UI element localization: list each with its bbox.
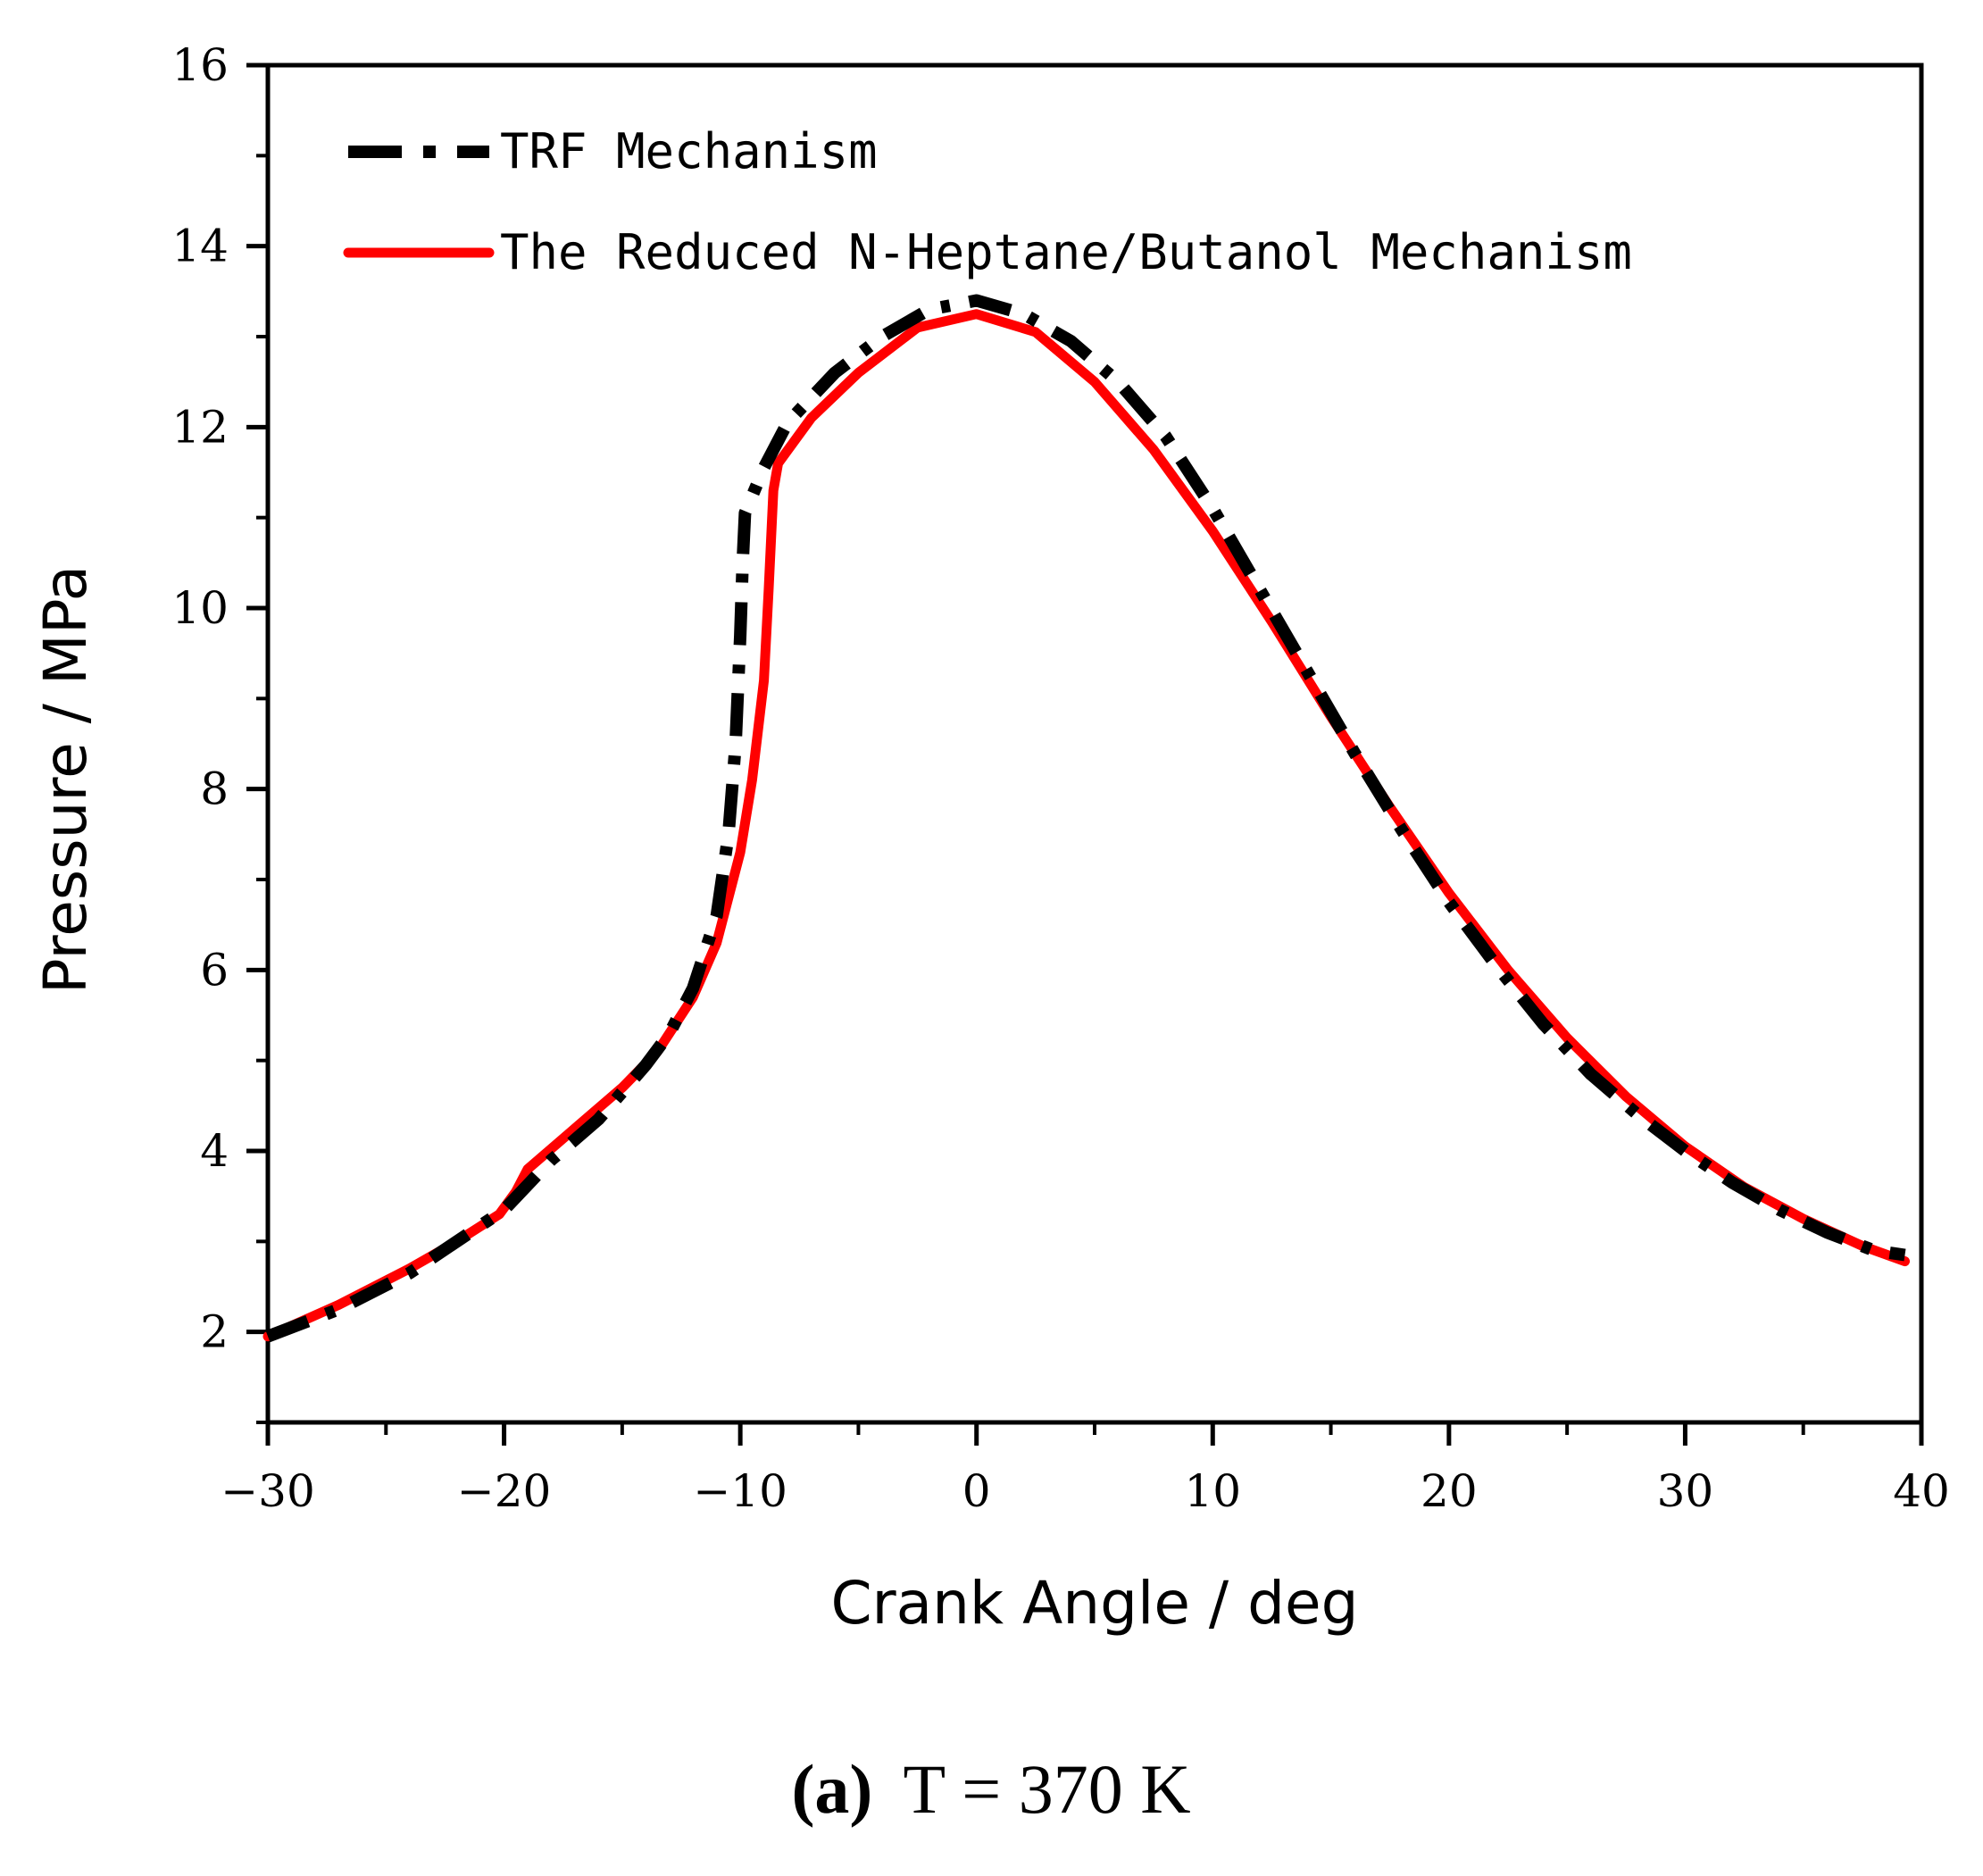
x-tick-label: −10 bbox=[693, 1465, 787, 1517]
caption-text: T = 370 K bbox=[903, 1750, 1190, 1828]
y-axis-title: Pressure / MPa bbox=[31, 565, 100, 994]
x-tick-label: −20 bbox=[457, 1465, 552, 1517]
y-tick-label: 16 bbox=[171, 39, 229, 91]
series-line-reduced bbox=[262, 309, 1910, 1342]
y-tick-label: 6 bbox=[200, 944, 229, 996]
x-tick-label: 30 bbox=[1657, 1465, 1714, 1517]
legend-label-trf: TRF Mechanism bbox=[500, 123, 878, 179]
x-axis-title: Crank Angle / deg bbox=[830, 1569, 1358, 1638]
y-tick-label: 2 bbox=[200, 1306, 229, 1358]
x-tick-label: 0 bbox=[962, 1465, 991, 1517]
y-tick-label: 14 bbox=[171, 221, 229, 272]
y-tick-label: 8 bbox=[200, 763, 229, 815]
x-tick-label: 20 bbox=[1421, 1465, 1478, 1517]
series-layer bbox=[262, 294, 1910, 1343]
legend: TRF Mechanism The Reduced N-Heptane/Buta… bbox=[343, 123, 1632, 280]
y-axis-ticks: 2 4 6 8 10 12 14 16 bbox=[171, 39, 268, 1424]
x-tick-label: 40 bbox=[1893, 1465, 1950, 1517]
y-tick-label: 12 bbox=[171, 401, 229, 453]
y-tick-label: 10 bbox=[171, 582, 229, 634]
legend-label-reduced: The Reduced N-Heptane/Butanol Mechanism bbox=[500, 224, 1632, 280]
x-tick-label: −30 bbox=[221, 1465, 315, 1517]
x-axis-ticks: −30 −20 −10 0 10 20 30 40 bbox=[221, 1422, 1950, 1517]
x-tick-label: 10 bbox=[1184, 1465, 1241, 1517]
caption-label: (a) bbox=[791, 1750, 872, 1828]
y-tick-label: 4 bbox=[200, 1125, 229, 1177]
figure-caption: (a) T = 370 K bbox=[791, 1750, 1190, 1828]
series-line-trf bbox=[265, 294, 1906, 1343]
